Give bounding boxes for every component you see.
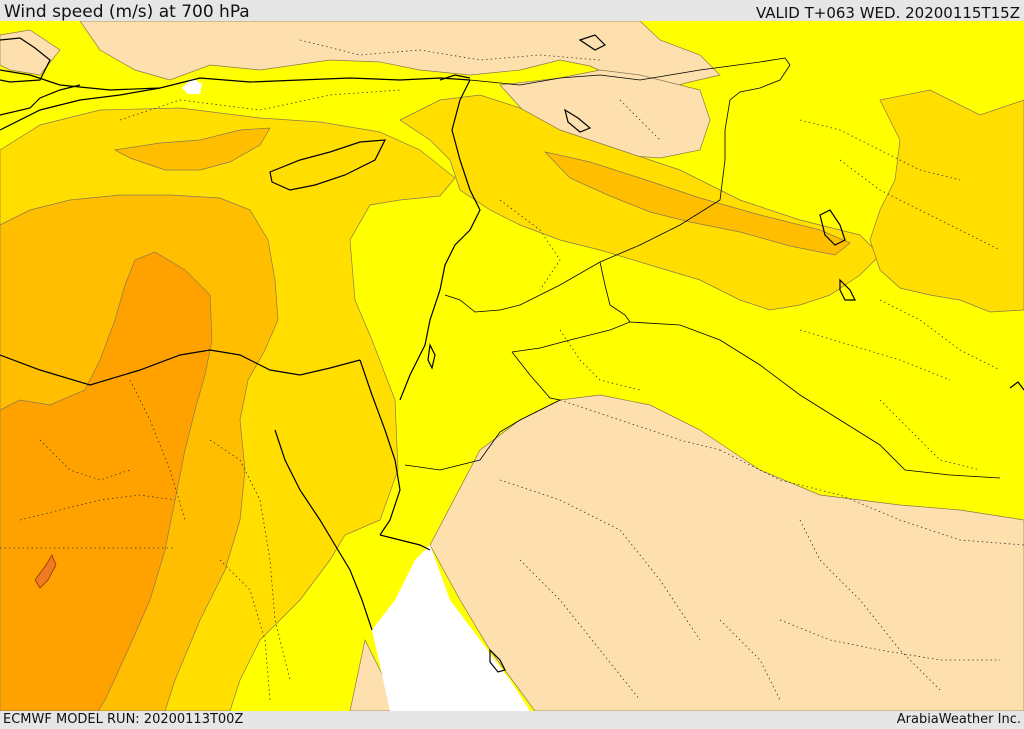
map-title: Wind speed (m/s) at 700 hPa [4, 2, 250, 22]
header-bar: Wind speed (m/s) at 700 hPa VALID T+063 … [0, 0, 1024, 21]
wind-speed-map[interactable] [0, 21, 1024, 711]
valid-time: VALID T+063 WED. 20200115T15Z [755, 4, 1020, 22]
wind-band-strong-cyprus-cell [113, 127, 271, 171]
footer-bar [0, 711, 1024, 729]
country-borders [404, 57, 1001, 479]
wind-band-very-strong [0, 251, 213, 711]
credit-label: ArabiaWeather Inc. [896, 712, 1021, 727]
wind-band-fresh-iran [869, 89, 1024, 313]
wind-band-extreme-spot [34, 554, 57, 589]
wind-band-strong-jet [543, 151, 851, 256]
model-run-label: ECMWF MODEL RUN: 20200113T00Z [3, 712, 244, 727]
coastlines [0, 34, 1024, 673]
province-boundaries [0, 39, 1024, 701]
wind-band-calm-small [182, 78, 202, 94]
wind-band-light-north [79, 21, 721, 91]
wind-band-calm-redsea [372, 545, 530, 711]
wind-band-light-corner [0, 29, 61, 76]
